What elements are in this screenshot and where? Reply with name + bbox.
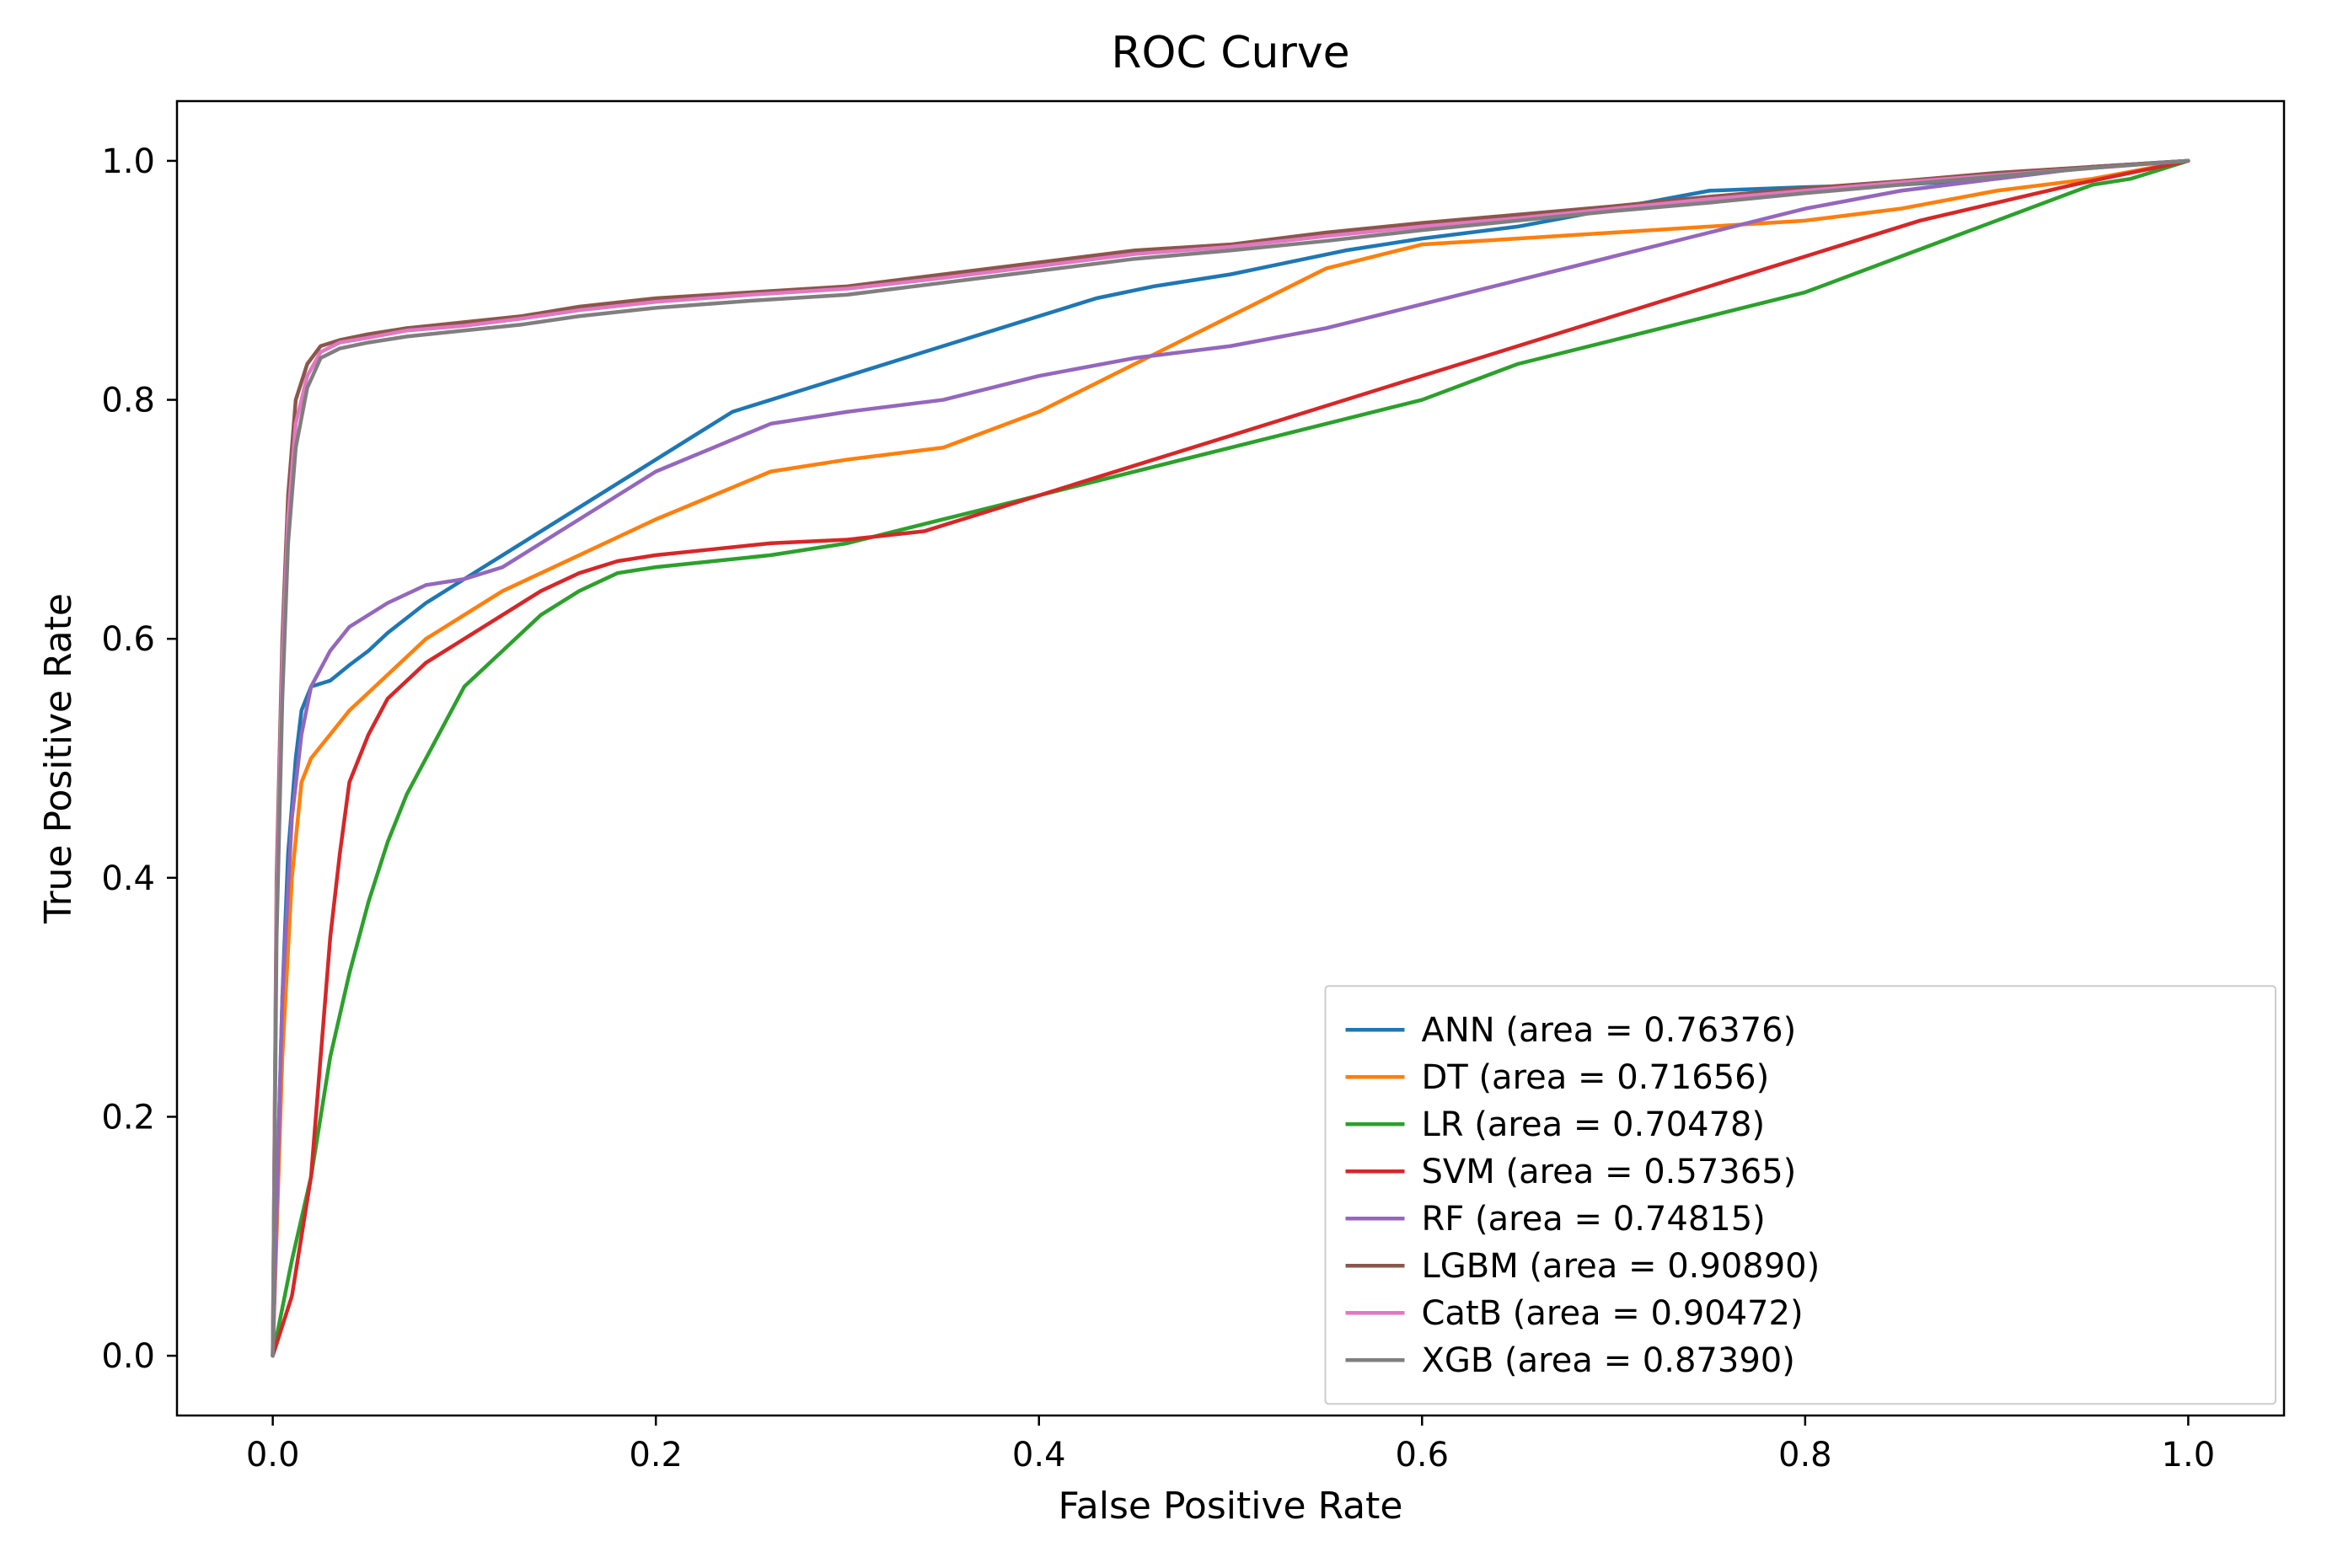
x-tick-label: 0.0 [246,1436,300,1474]
x-tick-label: 0.2 [629,1436,683,1474]
roc-chart: 0.0 0.2 0.4 0.6 0.8 1.0 0.0 0.2 0.4 0.6 0.8 1.0 Fals… [0,0,2327,1568]
y-tick-label: 0.2 [101,1098,155,1137]
roc-svg: 0.0 0.2 0.4 0.6 0.8 1.0 0.0 0.2 0.4 0.6 0.8 1.0 Fals… [0,0,2327,1568]
x-axis-label: False Positive Rate [1059,1485,1403,1528]
legend-label-lgbm: LGBM (area = 0.90890) [1422,1247,1820,1286]
legend-label-lr: LR (area = 0.70478) [1422,1105,1766,1144]
y-tick-label: 0.0 [101,1337,155,1376]
x-tick-label: 0.4 [1012,1436,1066,1474]
legend-label-xgb: XGB (area = 0.87390) [1422,1341,1795,1380]
y-tick-label: 0.4 [101,859,155,898]
x-tick-label: 0.8 [1778,1436,1832,1474]
y-tick-label: 0.6 [101,620,155,659]
y-tick-label: 0.8 [101,382,155,420]
chart-title: ROC Curve [1111,28,1349,78]
y-axis-label: True Positive Rate [37,593,80,924]
y-tick-label: 1.0 [101,142,155,181]
legend-label-svm: SVM (area = 0.57365) [1422,1153,1797,1191]
legend-label-rf: RF (area = 0.74815) [1422,1200,1766,1239]
x-tick-label: 1.0 [2162,1436,2216,1474]
legend-label-ann: ANN (area = 0.76376) [1422,1011,1797,1050]
legend-label-catb: CatB (area = 0.90472) [1422,1294,1804,1333]
legend-label-dt: DT (area = 0.71656) [1422,1058,1770,1097]
x-tick-label: 0.6 [1395,1436,1449,1474]
